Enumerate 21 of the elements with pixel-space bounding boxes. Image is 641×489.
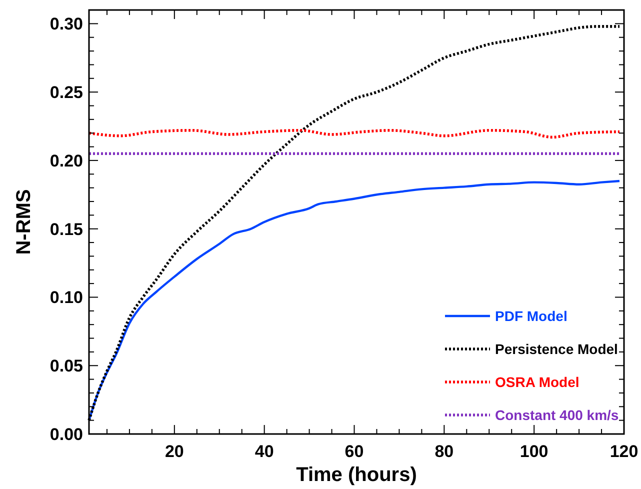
line-series [88, 180, 621, 422]
x-axis-title: Time (hours) [296, 464, 417, 486]
x-tick-label: 40 [254, 442, 274, 461]
legend-label: OSRA Model [495, 374, 580, 390]
x-tick-label: 100 [520, 442, 548, 461]
x-tick-label: 80 [434, 442, 454, 461]
y-tick-label: 0.25 [50, 83, 83, 102]
x-tick-label: 60 [344, 442, 364, 461]
y-tick-label: 0.15 [50, 220, 83, 239]
y-tick-label: 0.10 [50, 288, 83, 308]
y-axis-title: N-RMS [13, 189, 35, 255]
legend-label: Persistence Model [495, 341, 618, 357]
x-tick-label: 20 [164, 442, 184, 461]
y-tick-label: 0.00 [50, 425, 83, 444]
y-tick-label: 0.05 [50, 356, 83, 376]
legend-label: PDF Model [495, 308, 568, 324]
legend-label: Constant 400 km/s [495, 407, 619, 423]
x-tick-label: 120 [610, 442, 638, 461]
y-tick-label: 0.30 [50, 14, 83, 34]
line-series [88, 128, 621, 139]
y-tick-label: 0.20 [50, 151, 83, 170]
